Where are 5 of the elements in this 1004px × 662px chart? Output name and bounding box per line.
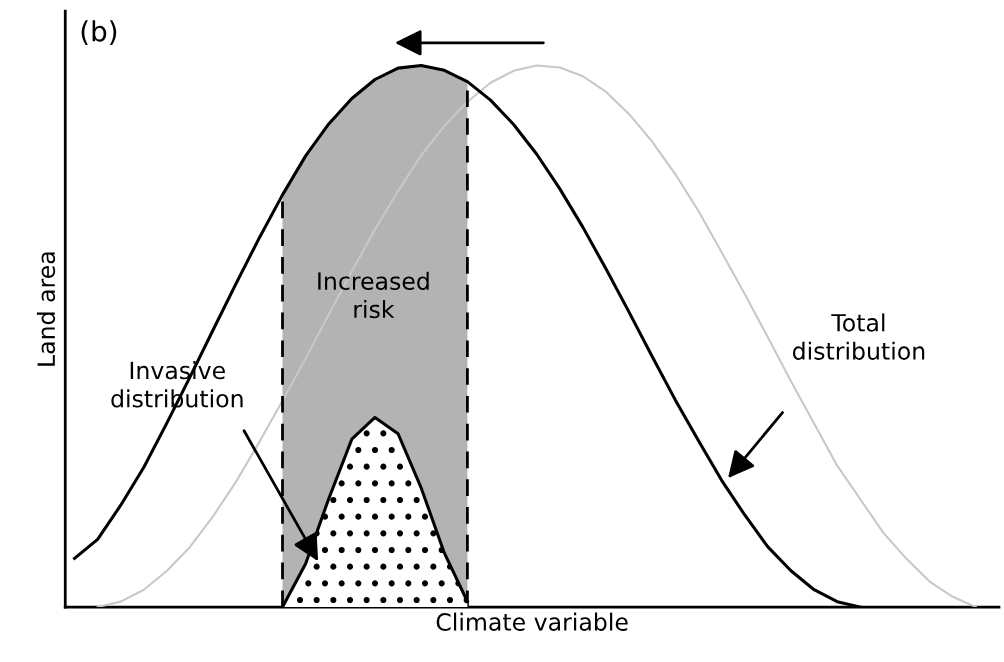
y-axis-title: Land area bbox=[36, 252, 56, 366]
text: (b) bbox=[81, 20, 117, 45]
annotation: Total distribution bbox=[792, 313, 925, 360]
annotation: Increased risk bbox=[318, 271, 429, 319]
x-axis-title: Climate variable bbox=[436, 612, 628, 631]
